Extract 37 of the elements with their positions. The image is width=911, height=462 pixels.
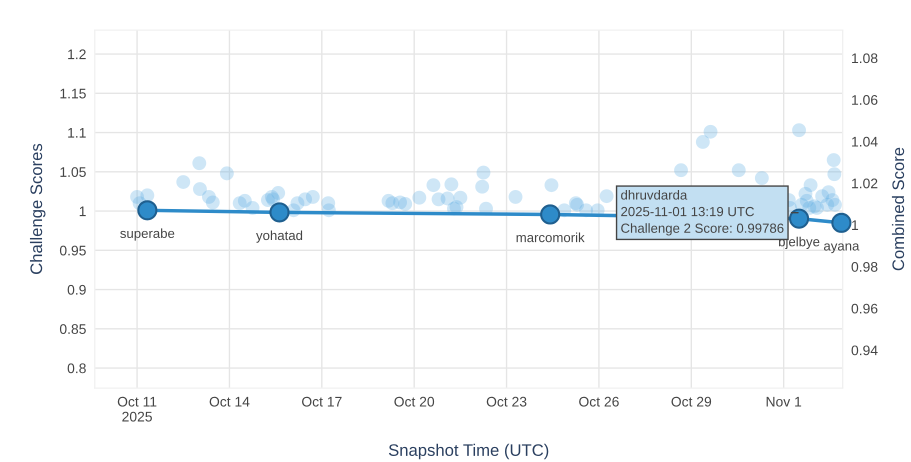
point: [831, 212, 852, 233]
point: [540, 204, 560, 225]
data-label: ayana: [824, 243, 860, 254]
x-tick-label: Nov 1: [766, 396, 802, 407]
y-axis-title: Challenge Scores: [30, 144, 46, 274]
data-label: yohatad: [256, 230, 302, 243]
y2-axis-title: Combined Score: [892, 148, 904, 270]
y-tick-label: 0.8: [68, 363, 86, 374]
y2-tick-label: 1.02: [852, 178, 878, 188]
y-tick-label: 1: [80, 206, 86, 216]
x-axis-title: Snapshot Time (UTC): [388, 444, 548, 460]
y2-tick-label: 0.94: [852, 345, 878, 356]
x-tick-label: Oct 26: [579, 396, 619, 407]
data-label: superabe: [120, 228, 174, 241]
y-tick-label: 0.95: [60, 246, 86, 256]
x-tick-label: Oct 20: [394, 396, 434, 407]
y2-tick-label: 0.98: [852, 262, 878, 272]
data-label: marcomorik: [516, 232, 585, 242]
y-tick-label: 1.2: [68, 49, 86, 60]
x-tick-label: Oct 17: [302, 396, 342, 407]
y-tick-label: 0.9: [68, 284, 86, 295]
y2-tick-label: 1.06: [852, 95, 878, 105]
y2-tick-label: 1: [852, 220, 858, 230]
x-tick-label: Oct 14: [210, 396, 250, 407]
x-tick-label: Oct 23: [486, 396, 526, 407]
x-tick-label: Oct 29: [671, 396, 712, 407]
point: [269, 202, 290, 222]
y-tick-label: 1.1: [68, 128, 86, 138]
y-tick-label: 0.85: [60, 324, 86, 334]
point: [137, 200, 158, 220]
y-tick-label: 1.15: [60, 88, 86, 98]
y2-tick-label: 1.04: [852, 136, 878, 147]
y-tick-label: 1.05: [60, 167, 86, 177]
x-tick-label: Oct 11 2025: [118, 396, 156, 422]
y2-tick-label: 1.08: [852, 53, 878, 64]
y2-tick-label: 0.96: [852, 304, 878, 314]
point: [788, 208, 810, 229]
